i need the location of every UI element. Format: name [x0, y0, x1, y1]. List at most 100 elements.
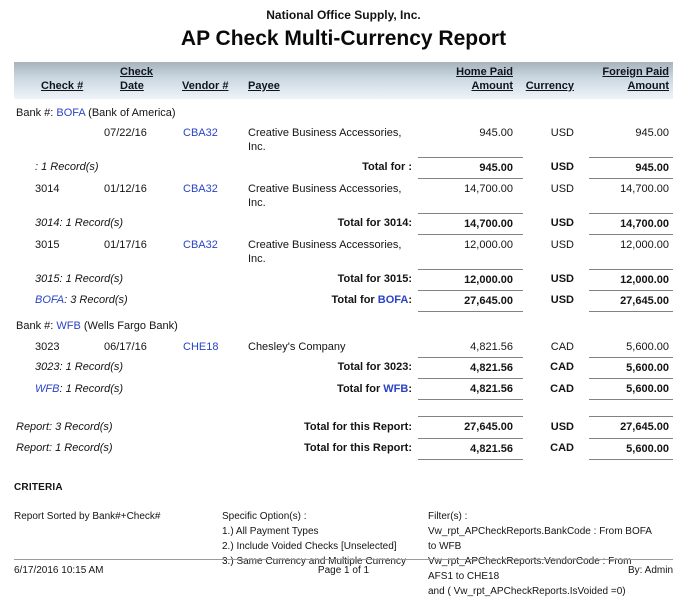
column-header-currency: Currency: [523, 62, 589, 99]
currency-code: CAD: [550, 382, 574, 395]
column-header-vendor: Vendor #: [174, 62, 246, 99]
home-paid-total: 14,700.00: [418, 212, 523, 236]
bank-group-header-bofa: Bank #: BOFA (Bank of America): [14, 99, 673, 123]
bank-group-label: Bank #: BOFA (Bank of America): [16, 106, 176, 119]
check-number: [14, 123, 98, 158]
foreign-paid-total: 27,645.00: [589, 416, 673, 439]
filter-line: Vw_rpt_APCheckReports.BankCode : From BO…: [428, 526, 652, 538]
home-paid-total: 27,645.00: [418, 289, 523, 313]
filter-line: to WFB: [428, 541, 462, 553]
check-number: 3023: [35, 340, 60, 353]
home-paid-total: 945.00: [418, 156, 523, 180]
option-item: 1.) All Payment Types: [222, 526, 319, 538]
vendor-code-link[interactable]: CBA32: [183, 182, 218, 195]
option-item: 2.) Include Voided Checks [Unselected]: [222, 541, 397, 553]
criteria-filters: Filter(s) : Vw_rpt_APCheckReports.BankCo…: [428, 509, 673, 599]
home-paid-total: 12,000.00: [418, 268, 523, 291]
foreign-paid-amount: 12,000.00: [620, 239, 669, 252]
column-header-check: Check #: [14, 62, 98, 99]
table-row: 07/22/16 CBA32 Creative Business Accesso…: [14, 123, 673, 158]
currency-code: CAD: [550, 361, 574, 374]
record-count: 3014: 1 Record(s): [35, 217, 124, 230]
foreign-paid-total: 5,600.00: [589, 437, 673, 461]
option-item: 3.) Same Currency and Multiple Currency: [222, 556, 406, 568]
bank-code-link[interactable]: BOFA: [56, 106, 86, 119]
home-paid-amount: 945.00: [479, 126, 513, 139]
currency-code: USD: [550, 420, 574, 433]
vendor-code-link[interactable]: CHE18: [183, 340, 219, 353]
currency-code: USD: [550, 294, 574, 307]
currency-code: USD: [550, 126, 574, 139]
report-page: National Office Supply, Inc. AP Check Mu…: [14, 8, 673, 597]
footer-datetime: 6/17/2016 10:15 AM: [14, 565, 104, 576]
currency-code: USD: [550, 217, 574, 230]
column-header-check-date: Check Date: [98, 62, 174, 99]
footer-page-number: Page 1 of 1: [317, 565, 370, 576]
column-header-payee: Payee: [246, 62, 418, 99]
record-count: WFB: 1 Record(s): [35, 382, 124, 395]
subtotal-row: 3014: 1 Record(s) Total for 3014: 14,700…: [14, 212, 673, 236]
foreign-paid-total: 12,000.00: [589, 268, 673, 291]
column-header-home-paid: Home Paid Amount: [418, 62, 523, 99]
filter-line: AFS1 to CHE18: [428, 571, 500, 583]
vendor-code-link[interactable]: CBA32: [183, 238, 218, 251]
report-total-row: Report: 3 Record(s) Total for this Repor…: [14, 416, 673, 439]
bank-group-label: Bank #: WFB (Wells Fargo Bank): [16, 320, 178, 333]
criteria-sorted-by: Report Sorted by Bank#+Check#: [14, 511, 161, 523]
currency-code: USD: [550, 273, 574, 286]
foreign-paid-total: 5,600.00: [589, 378, 673, 401]
table-header-row: Check # Check Date Vendor # Payee Home P…: [14, 62, 673, 99]
column-header-payee-label: Payee: [248, 79, 280, 92]
total-label: Total for 3023:: [337, 361, 412, 374]
company-name: National Office Supply, Inc.: [266, 8, 421, 22]
currency-code: USD: [550, 238, 574, 251]
column-header-check-label: Check #: [41, 79, 84, 92]
check-date: 07/22/16: [104, 126, 147, 139]
record-count: Report: 1 Record(s): [16, 442, 113, 455]
currency-code: CAD: [550, 442, 574, 455]
foreign-paid-amount: 945.00: [635, 126, 669, 139]
subtotal-row: 3023: 1 Record(s) Total for 3023: 4,821.…: [14, 356, 673, 379]
bank-total-row: BOFA: 3 Record(s) Total for BOFA: 27,645…: [14, 289, 673, 313]
total-label: Total for :: [362, 161, 412, 174]
home-paid-amount: 12,000.00: [464, 239, 513, 252]
foreign-paid-amount: 5,600.00: [626, 340, 669, 353]
criteria-options: Specific Option(s) : 1.) All Payment Typ…: [222, 509, 428, 599]
column-header-vendor-label: Vendor #: [182, 79, 229, 92]
home-paid-total: 27,645.00: [418, 416, 523, 439]
total-label: Total for WFB:: [337, 382, 412, 395]
filters-heading: Filter(s) :: [428, 511, 468, 523]
payee: Creative Business Accessories, Inc.: [248, 182, 402, 209]
bank-group-header-wfb: Bank #: WFB (Wells Fargo Bank): [14, 312, 673, 337]
check-number: 3014: [35, 182, 60, 195]
filter-line: Vw_rpt_APCheckReports.VendorCode : From: [428, 556, 632, 568]
total-label: Total for BOFA:: [331, 294, 412, 307]
foreign-paid-total: 5,600.00: [589, 356, 673, 379]
record-count: Report: 3 Record(s): [16, 420, 113, 433]
home-paid-amount: 4,821.56: [470, 340, 513, 353]
check-date: 01/12/16: [104, 182, 147, 195]
total-label: Total for 3014:: [337, 217, 412, 230]
page-footer: 6/17/2016 10:15 AM Page 1 of 1 By: Admin: [14, 559, 673, 576]
report-total-row: Report: 1 Record(s) Total for this Repor…: [14, 437, 673, 461]
options-heading: Specific Option(s) :: [222, 511, 307, 523]
foreign-paid-amount: 14,700.00: [620, 183, 669, 196]
table-row: 3014 01/12/16 CBA32 Creative Business Ac…: [14, 179, 673, 214]
page-title: AP Check Multi-Currency Report: [180, 27, 507, 50]
check-number: 3015: [35, 238, 60, 251]
record-count: 3023: 1 Record(s): [35, 361, 124, 374]
bank-code-link[interactable]: WFB: [56, 320, 81, 333]
check-date: 06/17/16: [104, 340, 147, 353]
currency-code: USD: [550, 182, 574, 195]
column-header-foreign-paid: Foreign Paid Amount: [589, 62, 673, 99]
subtotal-row: 3015: 1 Record(s) Total for 3015: 12,000…: [14, 268, 673, 291]
currency-code: CAD: [550, 340, 574, 353]
currency-code: USD: [550, 161, 574, 174]
spacer-row: [14, 400, 673, 417]
vendor-code-link[interactable]: CBA32: [183, 126, 218, 139]
foreign-paid-total: 14,700.00: [589, 212, 673, 236]
foreign-paid-total: 27,645.00: [589, 289, 673, 313]
total-label: Total for this Report:: [304, 420, 412, 433]
foreign-paid-total: 945.00: [589, 156, 673, 180]
payee: Creative Business Accessories, Inc.: [248, 126, 402, 154]
